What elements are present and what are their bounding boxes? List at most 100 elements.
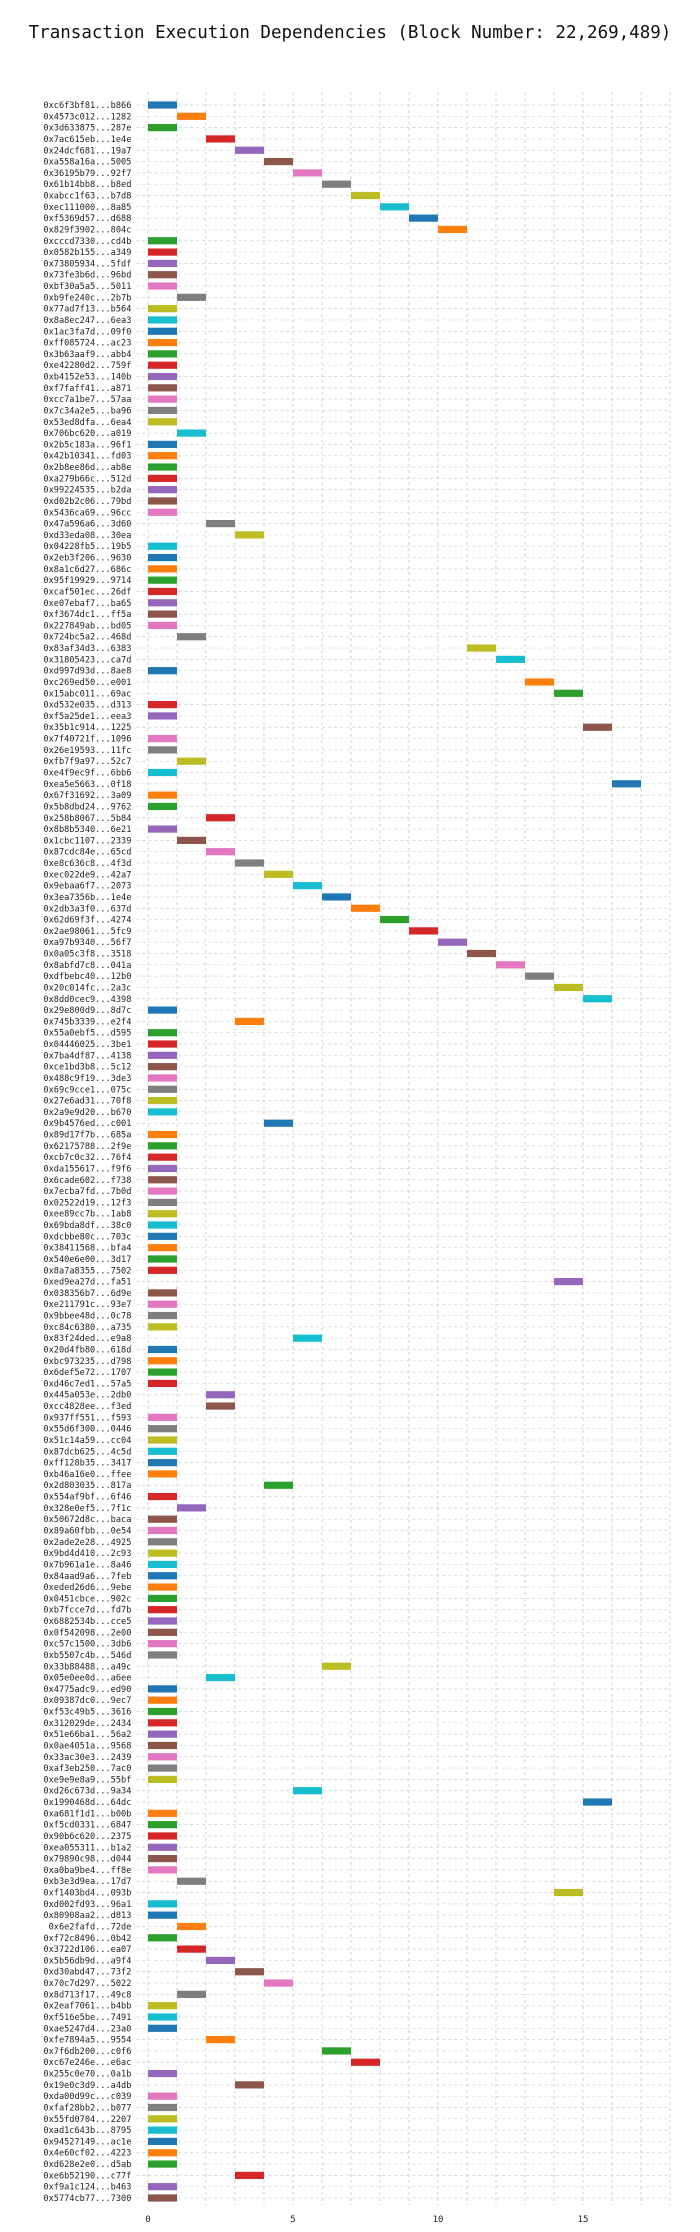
transaction-label: 0x89a60fbb...0e54: [43, 1527, 131, 1537]
transaction-label: 0xc6f3bf81...b866: [43, 101, 131, 111]
execution-bar: [148, 2126, 177, 2134]
transaction-label: 0x3722d106...ea07: [43, 1945, 131, 1955]
execution-bar: [148, 372, 177, 381]
transaction-label: 0x15abc011...69ac: [43, 689, 131, 699]
transaction-label: 0x4e60cf02...4223: [43, 2149, 131, 2159]
x-tick-label: 15: [578, 2215, 589, 2225]
x-tick-label: 10: [433, 2215, 444, 2225]
transaction-label: 0xd002fd93...96a1: [43, 1900, 131, 1910]
execution-bar: [148, 327, 177, 335]
execution-bar: [322, 180, 351, 188]
transaction-label: 0xaf3eb250...7ac0: [43, 1764, 131, 1774]
execution-bar: [148, 338, 177, 347]
transaction-label: 0x328e0ef5...7f1c: [43, 1504, 131, 1514]
execution-bar: [148, 1096, 177, 1105]
transaction-label: 0xad1c643b...8795: [43, 2126, 131, 2136]
transaction-label: 0x67f31692...3a09: [43, 791, 131, 801]
transaction-label: 0xce1bd3b8...5c12: [43, 1063, 131, 1073]
transaction-label: 0x5b56db9d...a9f4: [43, 1956, 131, 1966]
transaction-label: 0xbf30a5a5...5011: [43, 282, 131, 292]
execution-bar: [438, 938, 467, 946]
transaction-label: 0x55a0ebf5...d595: [43, 1029, 131, 1039]
transaction-label: 0xcaf501ec...26df: [43, 587, 131, 597]
transaction-label: 0xc67e246e...e6ac: [43, 2058, 131, 2068]
transaction-label: 0xe42280d2...759f: [43, 361, 131, 371]
transaction-label: 0xd30abd47...73f2: [43, 1968, 131, 1978]
transaction-label: 0x99224535...b2da: [43, 486, 131, 496]
execution-bar: [148, 1560, 177, 1569]
execution-bar: [148, 1526, 177, 1535]
transaction-label: 0x7c34a2e5...ba96: [43, 406, 131, 416]
transaction-label: 0xea055311...b1a2: [43, 1843, 131, 1853]
execution-bar: [206, 1956, 235, 1965]
transaction-label: 0xae5247d4...23a0: [43, 2024, 131, 2034]
transaction-label: 0xd02b2c06...79bd: [43, 497, 131, 507]
execution-bar: [148, 1266, 177, 1274]
execution-bar: [148, 282, 177, 290]
transaction-label: 0x87cdc84e...65cd: [43, 848, 131, 858]
transaction-label: 0x8a7a8355...7502: [43, 1266, 131, 1276]
execution-bar: [148, 1843, 177, 1851]
execution-bar: [148, 1232, 177, 1240]
transaction-label: 0x8a1c6d27...686c: [43, 565, 131, 575]
execution-bar: [148, 1707, 177, 1716]
execution-bar: [293, 169, 322, 177]
transaction-label: 0xeded26d6...9ebe: [43, 1583, 131, 1593]
transaction-label: 0x0ae4051a...9568: [43, 1741, 131, 1751]
transaction-label: 0x7ac615eb...1e4e: [43, 135, 131, 145]
execution-bar: [235, 531, 264, 539]
transaction-label: 0x8a8ec247...6ea3: [43, 316, 131, 326]
execution-bar: [293, 1787, 322, 1795]
transaction-label: 0x89d17f7b...685a: [43, 1131, 131, 1141]
execution-bar: [409, 927, 438, 935]
execution-bar: [206, 1673, 235, 1682]
transaction-label: 0x2d803035...817a: [43, 1481, 131, 1491]
transaction-label: 0xc269ed50...e001: [43, 678, 131, 688]
execution-bars: [148, 101, 641, 2202]
execution-bar: [148, 1900, 177, 1908]
transaction-label: 0x04446025...3be1: [43, 1040, 131, 1050]
execution-bar: [177, 1922, 206, 1931]
execution-bar: [148, 1911, 177, 1919]
transaction-label: 0xe9e9e8a9...55bf: [43, 1775, 131, 1785]
execution-bar: [293, 1334, 322, 1342]
execution-bar: [322, 893, 351, 901]
chart-title: Transaction Execution Dependencies (Bloc…: [29, 23, 672, 43]
transaction-label: 0xf5a25de1...eea3: [43, 712, 131, 722]
execution-bar: [264, 157, 293, 166]
execution-bar: [148, 237, 177, 245]
execution-bar: [148, 1492, 177, 1501]
execution-bar: [496, 961, 525, 969]
transaction-label: 0x83af34d3...6383: [43, 644, 131, 654]
execution-bar: [148, 1572, 177, 1580]
transaction-label: 0xe211791c...93e7: [43, 1300, 131, 1310]
transaction-label: 0x35b1c914...1225: [43, 723, 131, 733]
transaction-label: 0xd628e2e0...d5ab: [43, 2160, 131, 2170]
transaction-label: 0x05e0ee0d...a6ee: [43, 1674, 131, 1684]
transaction-label: 0xbc973235...d798: [43, 1357, 131, 1367]
execution-bar: [148, 1538, 177, 1546]
transaction-label: 0x55fd0704...2207: [43, 2115, 131, 2125]
transaction-label: 0xb46a16e0...ffee: [43, 1470, 131, 1480]
execution-bar: [438, 225, 467, 234]
execution-bar: [235, 1017, 264, 1025]
execution-bar: [322, 2047, 351, 2055]
execution-bar: [467, 644, 496, 652]
execution-bar: [148, 248, 177, 256]
execution-bar: [148, 1006, 177, 1014]
execution-bar: [148, 1628, 177, 1636]
execution-bar: [148, 1345, 177, 1354]
execution-bar: [177, 1877, 206, 1885]
execution-bar: [148, 1164, 177, 1173]
transaction-label: 0xb5507c4b...546d: [43, 1651, 131, 1661]
execution-bar: [148, 791, 177, 799]
execution-bar: [264, 870, 293, 878]
transaction-label: 0x36195b79...92f7: [43, 169, 131, 179]
execution-bar: [148, 553, 177, 562]
transaction-label: 0xabcc1f63...b7d8: [43, 192, 131, 202]
transaction-label: 0x540e6e00...3d17: [43, 1255, 131, 1265]
transaction-label: 0xf5cd0331...6847: [43, 1821, 131, 1831]
transaction-label: 0x829f3902...804c: [43, 225, 131, 235]
